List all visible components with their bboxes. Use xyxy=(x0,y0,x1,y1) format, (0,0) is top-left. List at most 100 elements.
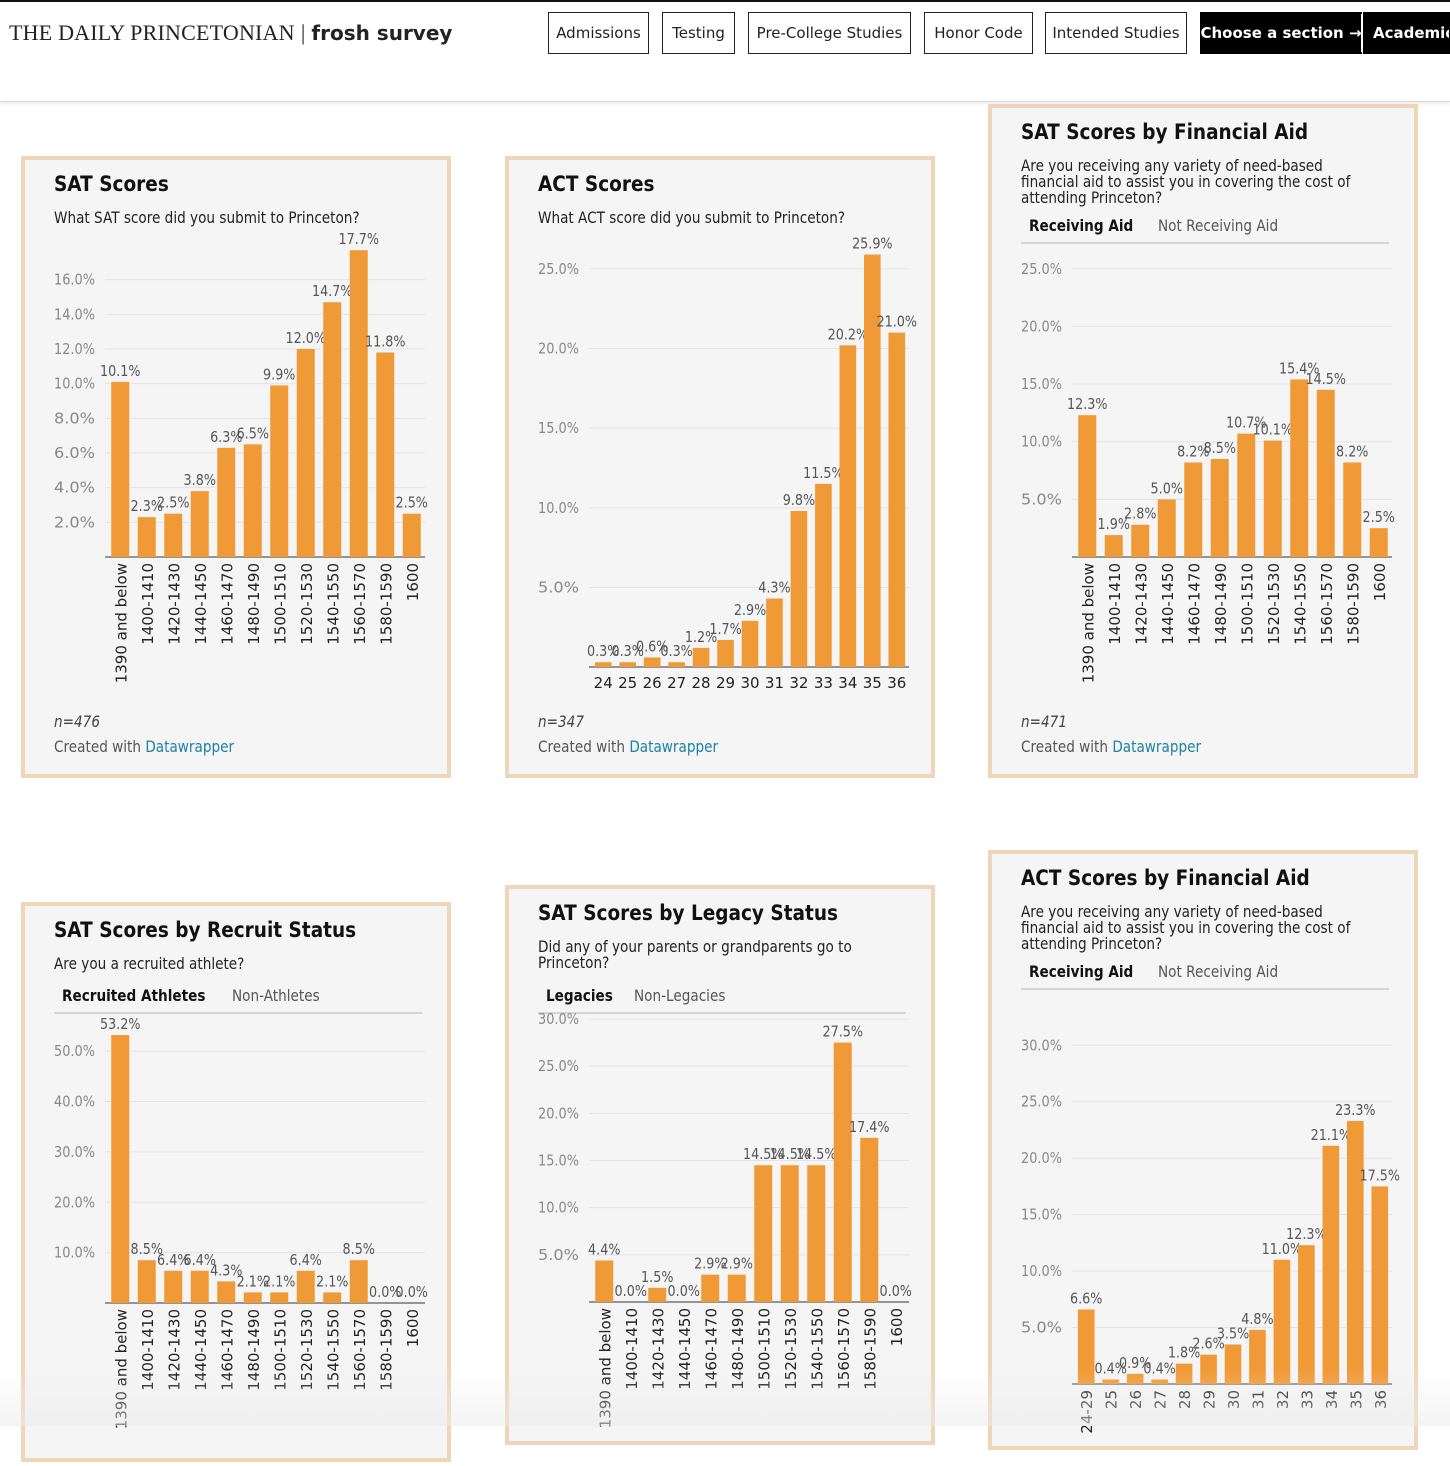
tab-not-receiving-aid[interactable]: Not Receiving Aid xyxy=(1157,216,1278,235)
bar xyxy=(323,1292,342,1303)
y-tick-label: 25.0% xyxy=(538,1057,579,1075)
y-tick-label: 5.0% xyxy=(1021,490,1062,508)
value-label: 8.5% xyxy=(131,1241,163,1258)
value-label: 6.3% xyxy=(210,429,242,446)
tab-not-receiving-aid[interactable]: Not Receiving Aid xyxy=(1157,962,1278,981)
y-tick-label: 20.0% xyxy=(1021,1149,1062,1167)
nav-testing-button[interactable]: Testing xyxy=(662,12,735,54)
bar xyxy=(1369,528,1388,557)
sample-size: n=476 xyxy=(54,712,100,731)
x-tick-label: 36 xyxy=(1372,1390,1390,1409)
x-tick-label: 1390 and below xyxy=(112,1309,130,1429)
brand-logo[interactable]: THE DAILY PRINCETONIAN | frosh survey xyxy=(9,20,452,46)
x-tick-label: 1500-1510 xyxy=(1238,563,1256,645)
bar xyxy=(1273,1259,1291,1384)
value-label: 21.1% xyxy=(1311,1127,1351,1144)
value-label: 2.3% xyxy=(131,498,163,515)
datawrapper-link[interactable]: Datawrapper xyxy=(1112,737,1202,756)
chart-tabs: Legacies Non-Legacies xyxy=(538,982,906,1014)
value-label: 4.4% xyxy=(588,1242,620,1259)
bar xyxy=(1200,1354,1217,1384)
bar xyxy=(1078,415,1097,557)
x-tick-label: 1520-1530 xyxy=(1265,563,1283,645)
bar xyxy=(1371,1186,1389,1384)
x-tick-label: 1600 xyxy=(404,563,422,601)
x-tick-label: 1600 xyxy=(888,1308,906,1346)
value-label: 2.1% xyxy=(263,1273,295,1290)
chart-subtitle: What ACT score did you submit to Princet… xyxy=(538,208,846,227)
bar-chart: 5.0% 10.0% 15.0% 20.0% 25.0% 0.3% 24 0.3% 25 0.6%… xyxy=(538,236,917,692)
x-tick-label: 1420-1430 xyxy=(649,1308,667,1390)
choose-section-button[interactable]: Choose a section → xyxy=(1200,12,1362,54)
bar xyxy=(243,1292,262,1303)
value-label: 25.9% xyxy=(852,236,892,253)
bar xyxy=(1290,379,1309,557)
bar xyxy=(780,1165,799,1302)
value-label: 8.2% xyxy=(1177,444,1209,461)
x-tick-label: 24 xyxy=(594,674,613,692)
bar-chart: 5.0% 10.0% 15.0% 20.0% 25.0% 30.0% 4.4% 1390 an… xyxy=(538,1010,912,1428)
chart-credit: Created with Datawrapper xyxy=(1021,737,1201,756)
value-label: 2.1% xyxy=(316,1273,348,1290)
nav-intended-studies-button[interactable]: Intended Studies xyxy=(1045,12,1187,54)
x-tick-label: 1500-1510 xyxy=(271,1309,289,1391)
value-label: 0.0% xyxy=(880,1283,912,1300)
tab-receiving-aid[interactable]: Receiving Aid xyxy=(1029,216,1134,235)
tab-receiving-aid[interactable]: Receiving Aid xyxy=(1029,962,1134,981)
y-tick-label: 30.0% xyxy=(538,1010,579,1028)
x-tick-label: 25 xyxy=(618,674,637,692)
nav-honor-code-button[interactable]: Honor Code xyxy=(924,12,1033,54)
bar xyxy=(1249,1329,1266,1384)
datawrapper-link[interactable]: Datawrapper xyxy=(629,737,719,756)
value-label: 2.1% xyxy=(237,1273,269,1290)
value-label: 17.4% xyxy=(849,1119,889,1136)
x-tick-label: 1460-1470 xyxy=(702,1308,720,1390)
tab-legacies[interactable]: Legacies xyxy=(546,986,613,1005)
bar xyxy=(1104,535,1123,557)
y-tick-label: 10.0% xyxy=(54,1244,95,1262)
nav-academics-button[interactable]: Academics xyxy=(1363,12,1450,54)
chart-title: SAT Scores by Recruit Status xyxy=(54,918,357,942)
bar-chart: 5.0% 10.0% 15.0% 20.0% 25.0% 12.3% 1390 and be… xyxy=(1021,260,1395,684)
y-tick-label: 50.0% xyxy=(54,1042,95,1060)
nav-pre-college-button[interactable]: Pre-College Studies xyxy=(748,12,911,54)
nav-admissions-button[interactable]: Admissions xyxy=(548,12,649,54)
x-tick-label: 1600 xyxy=(1371,563,1389,601)
chart-subtitle: Did any of your parents or grandparents … xyxy=(538,937,852,972)
value-label: 23.3% xyxy=(1335,1102,1375,1119)
y-tick-label: 30.0% xyxy=(54,1143,95,1161)
y-tick-label: 20.0% xyxy=(54,1193,95,1211)
y-tick-label: 5.0% xyxy=(1021,1319,1062,1337)
tab-recruited-athletes[interactable]: Recruited Athletes xyxy=(62,986,206,1005)
y-tick-label: 30.0% xyxy=(1021,1036,1062,1054)
y-tick-label: 10.0% xyxy=(1021,433,1062,451)
value-label: 9.9% xyxy=(263,366,295,383)
y-tick-label: 5.0% xyxy=(538,578,579,596)
x-tick-label: 1540-1550 xyxy=(324,1309,342,1391)
value-label: 4.3% xyxy=(758,580,790,597)
y-tick-label: 20.0% xyxy=(538,340,579,358)
bar xyxy=(790,510,808,667)
x-tick-label: 33 xyxy=(1298,1390,1316,1409)
tab-non-athletes[interactable]: Non-Athletes xyxy=(231,986,320,1005)
chart-subtitle: Are you a recruited athlete? xyxy=(54,954,245,973)
x-tick-label: 1460-1470 xyxy=(218,1309,236,1391)
value-label: 4.8% xyxy=(1241,1311,1273,1328)
bar xyxy=(217,447,236,557)
value-label: 11.0% xyxy=(1262,1241,1302,1258)
datawrapper-link[interactable]: Datawrapper xyxy=(145,737,235,756)
tab-non-legacies[interactable]: Non-Legacies xyxy=(633,986,725,1005)
x-tick-label: 1560-1570 xyxy=(351,1309,369,1391)
bar xyxy=(270,385,289,557)
x-tick-label: 35 xyxy=(863,674,882,692)
y-tick-label: 10.0% xyxy=(538,1199,579,1217)
x-tick-label: 36 xyxy=(887,674,906,692)
value-label: 0.0% xyxy=(615,1283,647,1300)
x-tick-label: 1460-1470 xyxy=(218,563,236,645)
bar xyxy=(727,1274,746,1302)
x-tick-label: 1460-1470 xyxy=(1185,563,1203,645)
value-label: 2.9% xyxy=(694,1256,726,1273)
value-label: 0.3% xyxy=(612,643,644,660)
bar xyxy=(643,657,661,667)
x-tick-label: 1420-1430 xyxy=(165,1309,183,1391)
